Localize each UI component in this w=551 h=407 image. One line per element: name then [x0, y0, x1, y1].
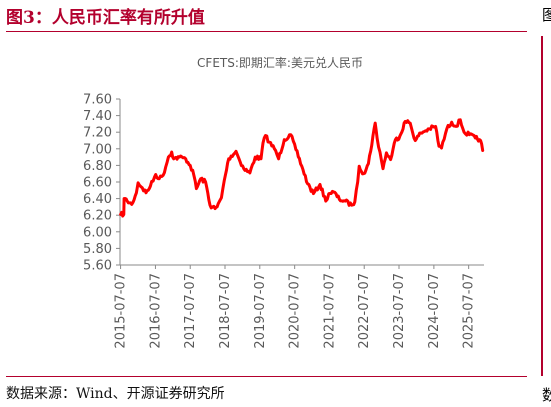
figure-title: 图3：人民币汇率有所升值: [6, 8, 205, 28]
adjacent-source-fragment: 数: [542, 386, 551, 404]
y-tick-label: 6.00: [83, 225, 112, 240]
adjacent-divider: [541, 36, 543, 376]
x-tick-label: 2021-07-07: [322, 273, 337, 349]
y-tick-label: 7.20: [83, 126, 112, 141]
source-note: 数据来源：Wind、开源证券研究所: [6, 386, 225, 402]
y-tick-label: 5.80: [83, 242, 112, 257]
x-tick-label: 2024-07-07: [427, 273, 442, 349]
y-axis: 5.60 5.80 6.006.20 6.406.60 6.80 7.007.20 7.40…: [83, 93, 121, 274]
title-divider: [6, 31, 527, 32]
x-axis: 2015-07-07 2016-07-07 2017-07-07 2018-07-07…: [114, 264, 484, 349]
x-tick-label: 2022-07-07: [357, 273, 372, 349]
y-tick-label: 5.60: [83, 259, 112, 274]
y-tick-label: 6.80: [83, 159, 112, 174]
y-tick-label: 7.00: [83, 142, 112, 157]
source-divider: [6, 376, 527, 377]
series-layer: [119, 118, 485, 218]
adjacent-column-edge: 图 数: [541, 0, 551, 407]
x-tick-label: 2016-07-07: [148, 273, 163, 349]
y-tick-label: 6.60: [83, 176, 112, 191]
chart-title: CFETS:即期汇率:美元兑人民币: [197, 55, 363, 70]
y-tick-label: 7.60: [83, 93, 112, 108]
adjacent-title-fragment: 图: [542, 6, 551, 24]
y-tick-label: 6.20: [83, 209, 112, 224]
x-tick-label: 2025-07-07: [462, 273, 477, 349]
line-chart: CFETS:即期汇率:美元兑人民币 5.605.806.006.206.406.…: [83, 55, 485, 349]
y-tick-label: 6.40: [83, 192, 112, 207]
x-tick-label: 2015-07-07: [114, 273, 129, 349]
x-tick-label: 2018-07-07: [218, 273, 233, 349]
x-tick-label: 2017-07-07: [183, 273, 198, 349]
x-tick-label: 2019-07-07: [253, 273, 268, 349]
y-tick-label: 7.40: [83, 109, 112, 124]
series-line: [119, 118, 485, 218]
x-tick-label: 2023-07-07: [392, 273, 407, 349]
x-tick-label: 2020-07-07: [288, 273, 303, 349]
